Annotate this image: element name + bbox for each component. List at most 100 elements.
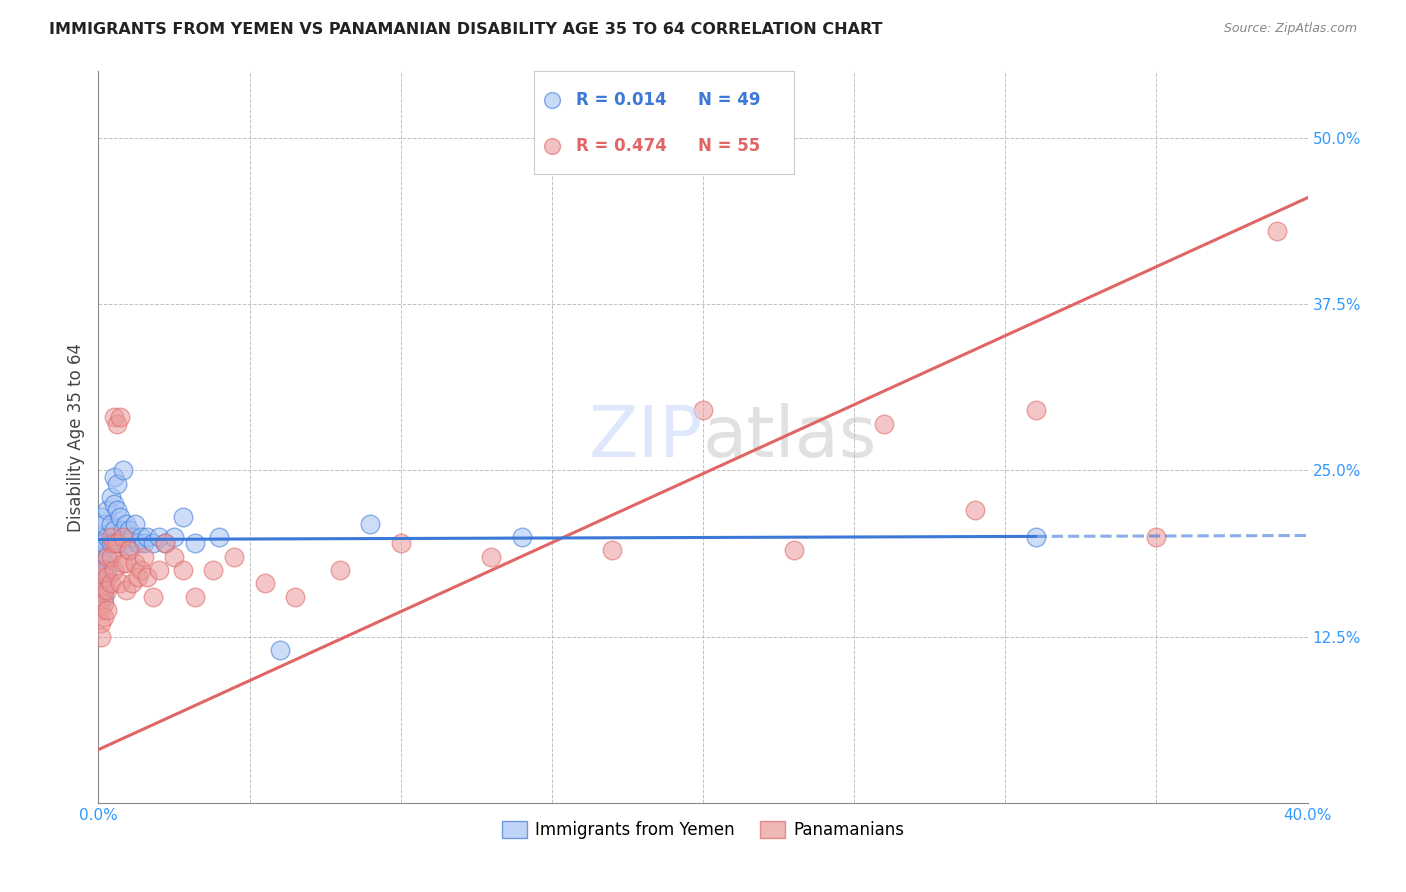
Point	[389, 536, 412, 550]
Point	[118, 543, 141, 558]
Point	[100, 549, 122, 564]
Point	[103, 536, 125, 550]
Point	[96, 563, 118, 577]
Point	[103, 497, 125, 511]
Point	[132, 549, 155, 564]
Point	[100, 490, 122, 504]
Point	[129, 563, 152, 577]
Point	[481, 549, 503, 564]
Point	[93, 582, 115, 597]
Point	[1267, 224, 1289, 238]
Text: atlas: atlas	[703, 402, 877, 472]
Point	[103, 523, 125, 537]
Point	[360, 516, 382, 531]
Point	[224, 549, 246, 564]
Point	[510, 530, 533, 544]
Text: IMMIGRANTS FROM YEMEN VS PANAMANIAN DISABILITY AGE 35 TO 64 CORRELATION CHART: IMMIGRANTS FROM YEMEN VS PANAMANIAN DISA…	[49, 22, 883, 37]
Point	[965, 503, 987, 517]
Point	[96, 570, 118, 584]
Point	[208, 530, 231, 544]
Point	[121, 576, 143, 591]
Point	[93, 582, 115, 597]
Point	[93, 557, 115, 571]
Point	[163, 530, 186, 544]
Legend: Immigrants from Yemen, Panamanians: Immigrants from Yemen, Panamanians	[495, 814, 911, 846]
Point	[602, 543, 624, 558]
Point	[129, 530, 152, 544]
Point	[121, 530, 143, 544]
Point	[127, 570, 149, 584]
Point	[783, 543, 806, 558]
Point	[329, 563, 352, 577]
Point	[142, 590, 165, 604]
Point	[253, 576, 276, 591]
Point	[90, 530, 112, 544]
Point	[114, 516, 136, 531]
Point	[184, 590, 207, 604]
Point	[105, 417, 128, 431]
Point	[108, 410, 131, 425]
Point	[873, 417, 896, 431]
Point	[111, 530, 134, 544]
Point	[127, 536, 149, 550]
Point	[96, 503, 118, 517]
Point	[135, 570, 157, 584]
Text: R = 0.014: R = 0.014	[576, 91, 666, 109]
Point	[93, 563, 115, 577]
Point	[111, 523, 134, 537]
Point	[105, 536, 128, 550]
Point	[96, 530, 118, 544]
Point	[90, 616, 112, 631]
Text: R = 0.474: R = 0.474	[576, 137, 666, 155]
Point	[172, 563, 194, 577]
Point	[124, 516, 146, 531]
Y-axis label: Disability Age 35 to 64: Disability Age 35 to 64	[66, 343, 84, 532]
Point	[108, 576, 131, 591]
Point	[108, 509, 131, 524]
Point	[103, 410, 125, 425]
Point	[1024, 403, 1046, 417]
Point	[90, 563, 112, 577]
Point	[90, 509, 112, 524]
Point	[153, 536, 176, 550]
Point	[202, 563, 225, 577]
Point	[1024, 530, 1046, 544]
Point	[93, 516, 115, 531]
Point	[96, 549, 118, 564]
Point	[96, 603, 118, 617]
Point	[100, 536, 122, 550]
Point	[90, 549, 112, 564]
Point	[103, 563, 125, 577]
Point	[93, 536, 115, 550]
Point	[148, 563, 170, 577]
Text: N = 49: N = 49	[699, 91, 761, 109]
Point	[93, 570, 115, 584]
Point	[93, 590, 115, 604]
Point	[118, 543, 141, 558]
Text: Source: ZipAtlas.com: Source: ZipAtlas.com	[1223, 22, 1357, 36]
Point	[90, 603, 112, 617]
Point	[108, 536, 131, 550]
Point	[541, 93, 564, 107]
Point	[1144, 530, 1167, 544]
Point	[93, 596, 115, 610]
Point	[96, 582, 118, 597]
Point	[148, 530, 170, 544]
Text: N = 55: N = 55	[699, 137, 761, 155]
Point	[184, 536, 207, 550]
Point	[90, 590, 112, 604]
Point	[90, 576, 112, 591]
Point	[118, 523, 141, 537]
Point	[135, 530, 157, 544]
Point	[105, 476, 128, 491]
Point	[142, 536, 165, 550]
Point	[172, 509, 194, 524]
Point	[114, 582, 136, 597]
Point	[90, 536, 112, 550]
Point	[114, 536, 136, 550]
Point	[111, 463, 134, 477]
Point	[114, 557, 136, 571]
Point	[93, 609, 115, 624]
Point	[90, 630, 112, 644]
Text: ZIP: ZIP	[589, 402, 703, 472]
